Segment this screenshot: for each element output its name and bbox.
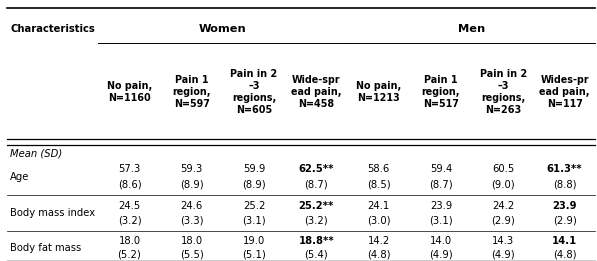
Text: Pain in 2
–3
regions,
N=605: Pain in 2 –3 regions, N=605: [230, 69, 278, 115]
Text: 62.5**: 62.5**: [298, 164, 334, 174]
Text: Body fat mass: Body fat mass: [10, 243, 81, 253]
Text: No pain,
N=1213: No pain, N=1213: [356, 81, 401, 103]
Text: 59.4: 59.4: [430, 164, 452, 174]
Text: 24.5: 24.5: [118, 200, 140, 211]
Text: (4.9): (4.9): [491, 250, 515, 259]
Text: 24.1: 24.1: [368, 200, 390, 211]
Text: 59.9: 59.9: [243, 164, 265, 174]
Text: (5.2): (5.2): [118, 250, 141, 259]
Text: Women: Women: [199, 24, 247, 34]
Text: 18.0: 18.0: [181, 236, 203, 246]
Text: 61.3**: 61.3**: [547, 164, 583, 174]
Text: (4.8): (4.8): [367, 250, 390, 259]
Text: (8.9): (8.9): [180, 180, 204, 190]
Text: (9.0): (9.0): [491, 180, 515, 190]
Text: Men: Men: [458, 24, 485, 34]
Text: 19.0: 19.0: [243, 236, 265, 246]
Text: (3.1): (3.1): [242, 216, 266, 226]
Text: (3.0): (3.0): [367, 216, 390, 226]
Text: 57.3: 57.3: [118, 164, 140, 174]
Text: 24.2: 24.2: [492, 200, 515, 211]
Text: 14.3: 14.3: [492, 236, 514, 246]
Text: 14.0: 14.0: [430, 236, 452, 246]
Text: 14.2: 14.2: [368, 236, 390, 246]
Text: (3.2): (3.2): [304, 216, 328, 226]
Text: Pain 1
region,
N=517: Pain 1 region, N=517: [421, 75, 460, 109]
Text: (3.1): (3.1): [429, 216, 453, 226]
Text: (4.8): (4.8): [553, 250, 576, 259]
Text: (8.6): (8.6): [118, 180, 141, 190]
Text: 25.2: 25.2: [243, 200, 265, 211]
Text: 14.1: 14.1: [552, 236, 577, 246]
Text: Wides-pr
ead pain,
N=117: Wides-pr ead pain, N=117: [539, 75, 590, 109]
Text: (8.5): (8.5): [367, 180, 390, 190]
Text: 60.5: 60.5: [492, 164, 515, 174]
Text: Age: Age: [10, 172, 29, 182]
Text: 18.0: 18.0: [118, 236, 140, 246]
Text: (4.9): (4.9): [429, 250, 453, 259]
Text: (5.4): (5.4): [304, 250, 328, 259]
Text: 58.6: 58.6: [368, 164, 390, 174]
Text: Body mass index: Body mass index: [10, 208, 96, 218]
Text: 24.6: 24.6: [181, 200, 203, 211]
Text: (3.3): (3.3): [180, 216, 204, 226]
Text: (8.7): (8.7): [304, 180, 328, 190]
Text: Characteristics: Characteristics: [10, 24, 95, 34]
Text: (8.9): (8.9): [242, 180, 266, 190]
Text: Mean (SD): Mean (SD): [10, 149, 63, 159]
Text: 23.9: 23.9: [430, 200, 452, 211]
Text: (2.9): (2.9): [491, 216, 515, 226]
Text: Pain in 2
–3
regions,
N=263: Pain in 2 –3 regions, N=263: [479, 69, 527, 115]
Text: 23.9: 23.9: [552, 200, 577, 211]
Text: 59.3: 59.3: [181, 164, 203, 174]
Text: (5.5): (5.5): [180, 250, 204, 259]
Text: (2.9): (2.9): [553, 216, 577, 226]
Text: 18.8**: 18.8**: [298, 236, 334, 246]
Text: Pain 1
region,
N=597: Pain 1 region, N=597: [173, 75, 211, 109]
Text: Wide-spr
ead pain,
N=458: Wide-spr ead pain, N=458: [291, 75, 341, 109]
Text: (5.1): (5.1): [242, 250, 266, 259]
Text: (8.8): (8.8): [553, 180, 576, 190]
Text: (3.2): (3.2): [118, 216, 141, 226]
Text: (8.7): (8.7): [429, 180, 453, 190]
Text: 25.2**: 25.2**: [298, 200, 334, 211]
Text: No pain,
N=1160: No pain, N=1160: [107, 81, 152, 103]
